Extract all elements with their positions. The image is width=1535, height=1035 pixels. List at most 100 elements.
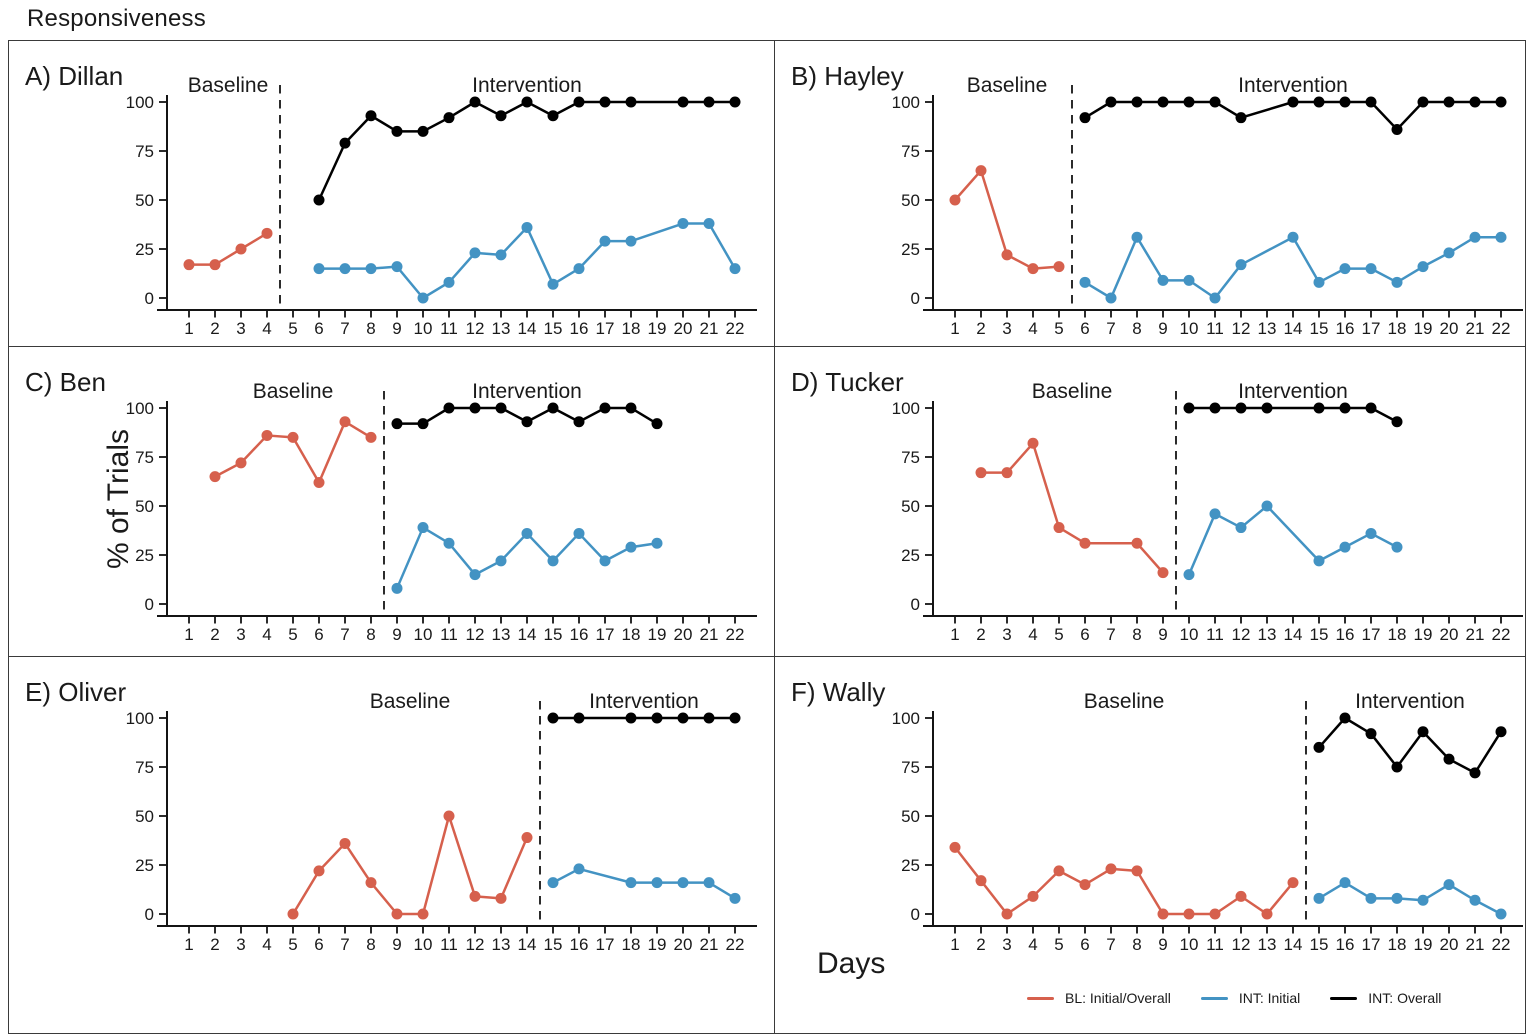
y-tick-label: 100 [126, 93, 154, 112]
x-tick-label: 20 [674, 319, 693, 338]
x-axis-label: Days [817, 947, 886, 980]
x-tick-label: 5 [288, 319, 297, 338]
data-point [1105, 292, 1117, 304]
x-tick-label: 8 [366, 935, 375, 954]
data-point [677, 712, 689, 724]
data-point [1417, 894, 1429, 906]
data-point [625, 541, 637, 553]
data-point [313, 476, 325, 488]
data-point [183, 259, 195, 271]
data-point [1495, 96, 1507, 108]
data-point [1027, 437, 1039, 449]
x-tick-label: 10 [1180, 319, 1199, 338]
x-tick-label: 20 [674, 625, 693, 644]
x-tick-label: 14 [518, 319, 537, 338]
y-tick-label: 0 [145, 595, 154, 614]
y-tick-label: 75 [901, 758, 920, 777]
data-point [235, 243, 247, 255]
series-bl-initial-overall [949, 841, 1299, 920]
series-bl-initial-overall [183, 227, 273, 271]
x-tick-label: 22 [726, 319, 745, 338]
data-point [1469, 231, 1481, 243]
x-tick-label: 17 [596, 625, 615, 644]
data-point [313, 865, 325, 877]
data-point [1183, 569, 1195, 581]
x-tick-label: 13 [492, 319, 511, 338]
y-tick-label: 100 [892, 709, 920, 728]
series-int-initial [1313, 877, 1507, 920]
data-point [495, 402, 507, 414]
x-tick-label: 20 [674, 935, 693, 954]
data-point [313, 194, 325, 206]
data-point [547, 712, 559, 724]
series-bl-initial-overall [209, 416, 377, 488]
x-tick-label: 10 [414, 319, 433, 338]
data-point [1313, 892, 1325, 904]
y-tick-label: 50 [901, 191, 920, 210]
data-point [339, 263, 351, 275]
data-point [573, 712, 585, 724]
x-tick-label: 12 [466, 935, 485, 954]
baseline-phase-label: Baseline [1032, 380, 1113, 403]
x-tick-label: 17 [596, 319, 615, 338]
x-tick-label: 4 [1028, 625, 1037, 644]
data-point [625, 712, 637, 724]
x-tick-label: 12 [466, 319, 485, 338]
legend-swatch-int-overall [1330, 996, 1358, 1000]
x-tick-label: 7 [1106, 319, 1115, 338]
x-tick-label: 12 [1232, 935, 1251, 954]
data-point [469, 890, 481, 902]
chart-panel-f: F) Wally 0 25 50 75 100 1 2 3 4 5 6 7 8 9 10 11 12 13 14 15… [775, 657, 1525, 1033]
data-point [1365, 263, 1377, 275]
legend-label-bl-initial-overall: BL: Initial/Overall [1065, 990, 1171, 1006]
x-tick-label: 14 [518, 935, 537, 954]
x-tick-label: 3 [1002, 625, 1011, 644]
x-tick-label: 4 [262, 935, 271, 954]
data-point [547, 555, 559, 567]
data-point [209, 471, 221, 483]
data-point [417, 125, 429, 137]
x-tick-label: 13 [492, 625, 511, 644]
data-point [573, 416, 585, 428]
data-point [1339, 263, 1351, 275]
x-tick-label: 10 [1180, 935, 1199, 954]
data-point [1495, 231, 1507, 243]
data-point [1417, 726, 1429, 738]
x-tick-label: 19 [1414, 319, 1433, 338]
x-tick-label: 3 [236, 935, 245, 954]
x-tick-label: 7 [340, 625, 349, 644]
x-tick-label: 10 [414, 625, 433, 644]
data-point [391, 582, 403, 594]
data-point [1495, 726, 1507, 738]
data-point [975, 875, 987, 887]
data-point [261, 429, 273, 441]
x-tick-label: 15 [544, 319, 563, 338]
x-tick-label: 11 [1206, 625, 1224, 644]
legend-swatch-int-initial [1200, 996, 1228, 1000]
x-tick-label: 18 [622, 625, 641, 644]
data-point [1313, 276, 1325, 288]
intervention-phase-label: Intervention [1355, 690, 1465, 713]
panel-title: C) Ben [25, 367, 106, 397]
y-tick-label: 75 [901, 142, 920, 161]
intervention-phase-label: Intervention [1238, 74, 1348, 97]
data-point [1443, 247, 1455, 259]
figure-title: Responsiveness [27, 5, 206, 32]
data-point [469, 402, 481, 414]
x-tick-label: 14 [1284, 625, 1303, 644]
legend-item-int-initial: INT: Initial [1200, 990, 1300, 1006]
data-point [677, 218, 689, 230]
y-tick-label: 75 [135, 758, 154, 777]
data-point [1443, 96, 1455, 108]
intervention-phase-label: Intervention [1238, 380, 1348, 403]
data-point [573, 96, 585, 108]
x-tick-label: 16 [1336, 935, 1355, 954]
series-int-overall [1313, 712, 1507, 779]
data-point [365, 431, 377, 443]
data-point [521, 221, 533, 233]
x-tick-label: 18 [1388, 935, 1407, 954]
intervention-phase-label: Intervention [472, 380, 582, 403]
intervention-phase-label: Intervention [589, 690, 699, 713]
